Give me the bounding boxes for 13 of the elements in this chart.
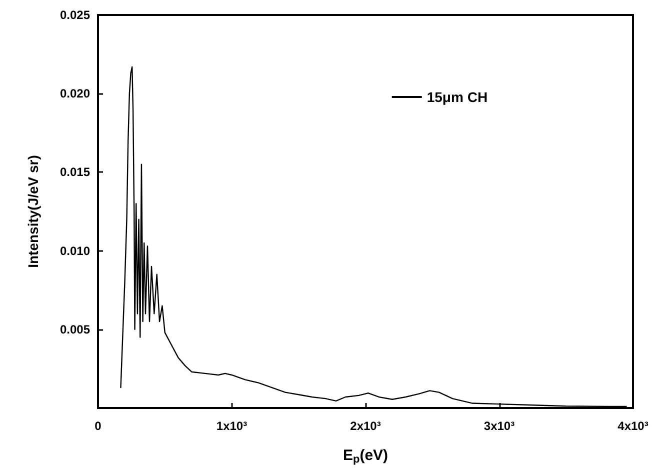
y-axis-title: Intensity(J/eV sr) — [25, 155, 41, 268]
x-tick-label: 0 — [94, 419, 102, 433]
x-tick-label: 4x10³ — [618, 419, 648, 433]
x-tick-label: 1x10³ — [216, 419, 248, 433]
x-tick-label: 2x10³ — [350, 419, 381, 433]
legend-label: 15μm CH — [426, 89, 488, 105]
y-tick-label: 0.025 — [60, 8, 90, 22]
y-tick-label: 0.010 — [60, 244, 90, 258]
line-series — [120, 66, 627, 408]
y-tick-label: 0.020 — [60, 86, 90, 101]
y-tick-label: 0.015 — [60, 165, 90, 180]
x-tick-label: 3x10³ — [484, 419, 515, 433]
y-tick-label: 0.005 — [60, 322, 90, 336]
